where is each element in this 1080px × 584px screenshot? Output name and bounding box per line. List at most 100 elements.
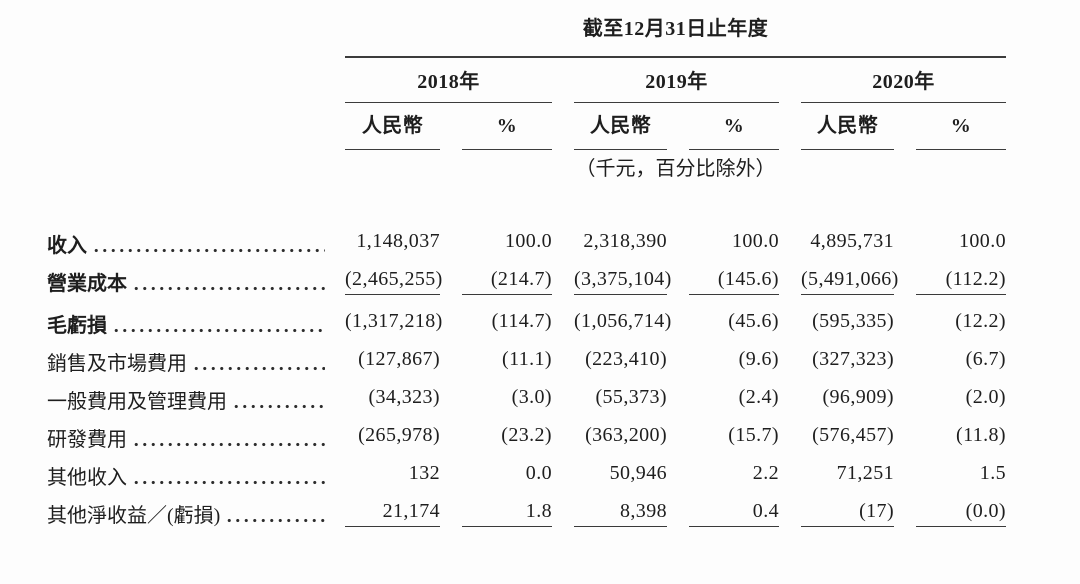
table-header: 截至12月31日止年度: [47, 14, 1006, 44]
cell-pct-2018: (11.1): [502, 347, 552, 370]
cell-rmb-2018: (2,465,255): [345, 268, 442, 295]
cell-pct-2018: (23.2): [501, 423, 552, 446]
cell-pct-2020: (0.0): [894, 500, 1006, 527]
year-group-2019: 2019年: [552, 58, 779, 103]
header-body-spacer: [47, 182, 1006, 224]
row-label: 銷售及市場費用: [47, 352, 187, 375]
cell-rmb-2019: (55,373): [595, 385, 667, 408]
cell-pct-2019: (9.6): [738, 347, 779, 370]
cell-pct-2020: (11.8): [956, 423, 1006, 446]
row-label-cell: 銷售及市場費用: [47, 342, 345, 380]
col-header-rmb-2020: 人民幣: [779, 106, 894, 150]
row-label-cell: 其他淨收益／(虧損): [47, 494, 345, 532]
cell-pct-2018: 1.8: [440, 500, 552, 527]
dot-leader: [132, 456, 325, 494]
year-group-2020: 2020年: [779, 58, 1006, 103]
row-label-cell: 毛虧損: [47, 304, 345, 342]
unit-note-row: （千元，百分比除外）: [47, 150, 1006, 182]
dot-leader: [225, 494, 325, 532]
year-header-row: 2018年 2019年 2020年: [47, 58, 1006, 103]
cell-rmb-2019: (363,200): [585, 423, 667, 446]
row-label: 其他收入: [47, 466, 127, 489]
col-header-rmb-2019: 人民幣: [552, 106, 667, 150]
cell-rmb-2019: 50,946: [609, 461, 667, 484]
cell-pct-2019: (45.6): [728, 309, 779, 332]
year-rule: [574, 102, 779, 103]
cell-pct-2019: 100.0: [732, 229, 779, 252]
cell-rmb-2020: (17): [779, 500, 894, 527]
unit-note: （千元，百分比除外）: [575, 158, 776, 180]
table-row: 收入 1,148,037 100.0 2,318,390 100.0 4,895…: [47, 224, 1006, 262]
cell-pct-2019: 2.2: [752, 461, 779, 484]
table-body: 收入 1,148,037 100.0 2,318,390 100.0 4,895…: [47, 224, 1006, 532]
cell-rmb-2020: (595,335): [812, 309, 894, 332]
cell-rmb-2019: 8,398: [552, 500, 667, 527]
cell-rmb-2018: 1,148,037: [356, 229, 440, 252]
row-label-cell: 營業成本: [47, 262, 345, 300]
cell-pct-2020: (112.2): [894, 268, 1006, 295]
cell-pct-2020: (6.7): [965, 347, 1006, 370]
year-rule: [801, 102, 1006, 103]
dot-leader: [132, 418, 325, 456]
column-header-row: 人民幣 % 人民幣 % 人民幣 %: [47, 103, 1006, 150]
cell-pct-2019: 0.4: [667, 500, 779, 527]
cell-rmb-2019: (223,410): [585, 347, 667, 370]
cell-rmb-2018: (265,978): [358, 423, 440, 446]
cell-rmb-2020: 4,895,731: [810, 229, 894, 252]
cell-rmb-2020: (576,457): [812, 423, 894, 446]
cell-pct-2018: (214.7): [440, 268, 552, 295]
row-label: 其他淨收益／(虧損): [47, 504, 221, 527]
row-label: 營業成本: [47, 272, 127, 295]
cell-pct-2018: (3.0): [511, 385, 552, 408]
cell-rmb-2020: (327,323): [812, 347, 894, 370]
row-label-cell: 其他收入: [47, 456, 345, 494]
row-label-cell: 收入: [47, 224, 345, 262]
income-statement-table: 截至12月31日止年度 2018年 2019年 2020年 人民幣 % 人民幣: [47, 14, 1006, 532]
cell-rmb-2019: (1,056,714): [574, 309, 672, 332]
cell-rmb-2019: (3,375,104): [552, 268, 671, 295]
cell-rmb-2018: (127,867): [358, 347, 440, 370]
dot-leader: [132, 262, 325, 300]
table-row: 銷售及市場費用 (127,867) (11.1) (223,410) (9.6)…: [47, 342, 1006, 380]
table-row: 一般費用及管理費用 (34,323) (3.0) (55,373) (2.4) …: [47, 380, 1006, 418]
cell-rmb-2020: 71,251: [836, 461, 894, 484]
year-group-2018: 2018年: [345, 58, 552, 103]
year-label: 2020年: [872, 71, 935, 93]
cell-pct-2018: 100.0: [505, 229, 552, 252]
period-header: 截至12月31日止年度: [582, 18, 769, 40]
cell-pct-2019: (2.4): [738, 385, 779, 408]
cell-rmb-2018: 21,174: [345, 500, 440, 527]
cell-rmb-2020: (96,909): [822, 385, 894, 408]
dot-leader: [232, 380, 325, 418]
row-label: 一般費用及管理費用: [47, 390, 227, 413]
row-label: 毛虧損: [47, 314, 107, 337]
row-label-cell: 研發費用: [47, 418, 345, 456]
col-header-pct-2018: %: [440, 106, 552, 150]
row-label: 研發費用: [47, 428, 127, 451]
cell-pct-2020: (12.2): [955, 309, 1006, 332]
year-label: 2019年: [645, 71, 708, 93]
col-header-pct-2020: %: [894, 106, 1006, 150]
header-rule-row: [47, 56, 1006, 58]
cell-pct-2020: 1.5: [979, 461, 1006, 484]
header-top-rule: [345, 56, 1006, 58]
col-header-rmb-2018: 人民幣: [345, 106, 440, 150]
dot-leader: [192, 342, 325, 380]
cell-pct-2020: (2.0): [965, 385, 1006, 408]
table-row: 毛虧損 (1,317,218) (114.7) (1,056,714) (45.…: [47, 304, 1006, 342]
year-rule: [345, 102, 552, 103]
row-label: 收入: [47, 234, 87, 257]
cell-pct-2020: 100.0: [959, 229, 1006, 252]
table-row: 其他收入 132 0.0 50,946 2.2 71,251 1.5: [47, 456, 1006, 494]
cell-rmb-2018: (1,317,218): [345, 309, 443, 332]
table-row: 營業成本 (2,465,255) (214.7) (3,375,104) (14…: [47, 262, 1006, 300]
table-row: 研發費用 (265,978) (23.2) (363,200) (15.7) (…: [47, 418, 1006, 456]
table-row: 其他淨收益／(虧損) 21,174 1.8 8,398 0.4 (17) (0.…: [47, 494, 1006, 532]
cell-rmb-2019: 2,318,390: [583, 229, 667, 252]
cell-rmb-2018: 132: [408, 461, 440, 484]
cell-pct-2019: (145.6): [667, 268, 779, 295]
dot-leader: [92, 224, 325, 262]
year-label: 2018年: [417, 71, 480, 93]
row-label-cell: 一般費用及管理費用: [47, 380, 345, 418]
